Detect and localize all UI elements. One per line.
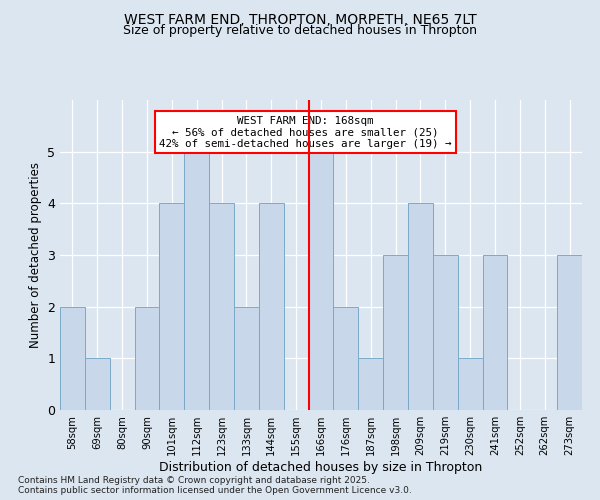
Bar [433,255,458,410]
Bar [308,152,334,410]
Bar [209,204,234,410]
Text: Size of property relative to detached houses in Thropton: Size of property relative to detached ho… [123,24,477,37]
Bar [458,358,482,410]
Bar [184,152,209,410]
Bar [60,306,85,410]
Bar [134,306,160,410]
Text: Contains HM Land Registry data © Crown copyright and database right 2025.
Contai: Contains HM Land Registry data © Crown c… [18,476,412,495]
Bar [383,255,408,410]
Text: WEST FARM END, THROPTON, MORPETH, NE65 7LT: WEST FARM END, THROPTON, MORPETH, NE65 7… [124,12,476,26]
Bar [334,306,358,410]
Text: WEST FARM END: 168sqm
← 56% of detached houses are smaller (25)
42% of semi-deta: WEST FARM END: 168sqm ← 56% of detached … [159,116,452,148]
Bar [358,358,383,410]
Y-axis label: Number of detached properties: Number of detached properties [29,162,41,348]
Bar [408,204,433,410]
Bar [259,204,284,410]
Bar [160,204,184,410]
Bar [234,306,259,410]
X-axis label: Distribution of detached houses by size in Thropton: Distribution of detached houses by size … [160,461,482,474]
Bar [85,358,110,410]
Bar [557,255,582,410]
Bar [482,255,508,410]
